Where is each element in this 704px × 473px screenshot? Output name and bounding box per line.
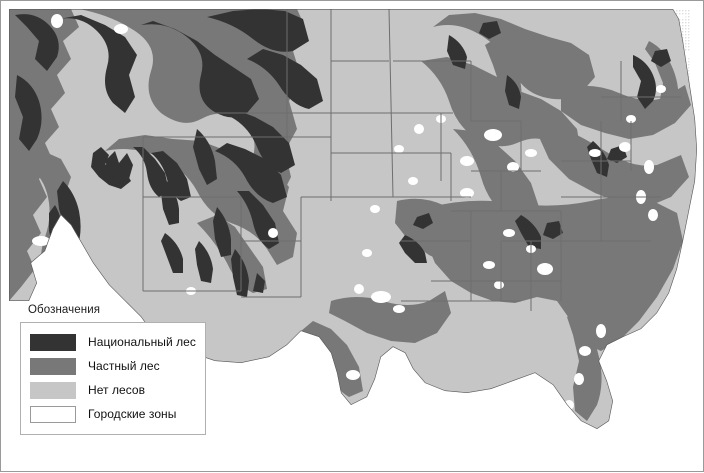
- state-borders-layer: [142, 9, 681, 311]
- legend-item-private-forest: Частный лес: [30, 354, 196, 378]
- private-forest-layer: [9, 9, 691, 421]
- legend-item-no-forest: Нет лесов: [30, 378, 196, 402]
- private-forest-swatch: [30, 357, 76, 375]
- legend-label-national-forest: Национальный лес: [88, 335, 196, 349]
- legend-label-no-forest: Нет лесов: [88, 383, 146, 397]
- legend-title: Обозначения: [28, 304, 101, 316]
- legend-item-urban-zone: Городские зоны: [30, 402, 196, 426]
- legend-label-urban-zone: Городские зоны: [88, 407, 177, 421]
- legend-box: Национальный лес Частный лес Нет лесов Г…: [20, 322, 206, 435]
- no-forest-swatch: [30, 381, 76, 399]
- national-forest-layer: [15, 9, 671, 297]
- legend-item-national-forest: Национальный лес: [30, 330, 196, 354]
- national-forest-swatch: [30, 333, 76, 351]
- urban-zone-swatch: [30, 405, 76, 423]
- legend-label-private-forest: Частный лес: [88, 359, 160, 373]
- legend: Обозначения Национальный лес Частный лес…: [20, 304, 206, 435]
